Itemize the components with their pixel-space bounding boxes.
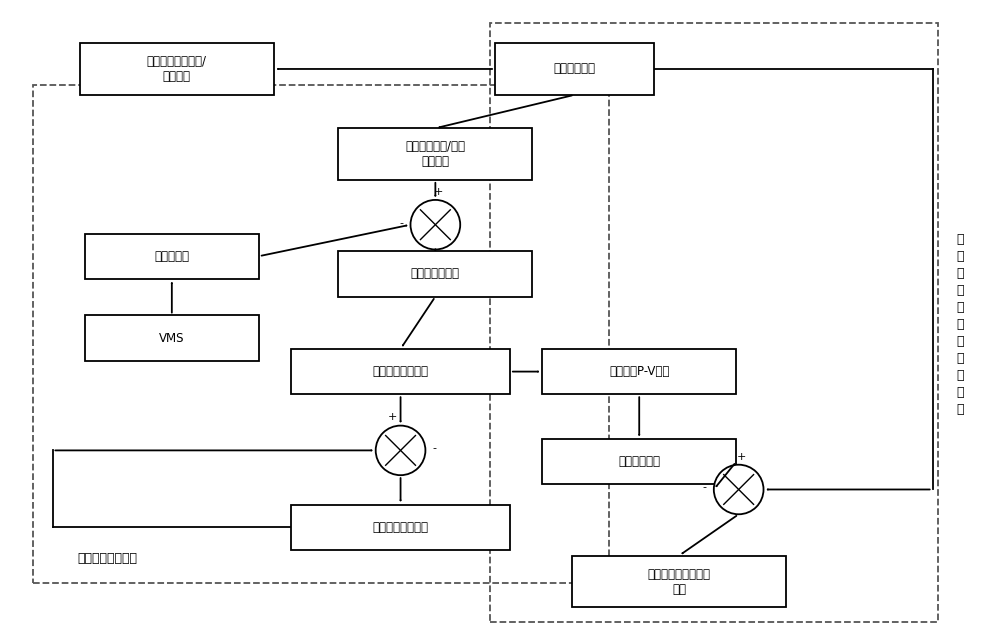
Text: 目标摩擦制动力: 目标摩擦制动力 bbox=[411, 267, 460, 280]
Bar bbox=[542, 349, 736, 394]
Text: 再生制动力: 再生制动力 bbox=[154, 250, 189, 263]
Bar bbox=[542, 439, 736, 485]
Bar bbox=[338, 251, 532, 296]
Text: 制动主缸位移: 制动主缸位移 bbox=[618, 455, 660, 468]
Text: VMS: VMS bbox=[159, 332, 185, 345]
Text: 踏板力模拟电机目标
位移: 踏板力模拟电机目标 位移 bbox=[648, 567, 711, 595]
Ellipse shape bbox=[714, 465, 764, 515]
Text: 目标制动主缸推力: 目标制动主缸推力 bbox=[373, 365, 429, 378]
Text: +: + bbox=[737, 452, 746, 462]
Text: -: - bbox=[432, 443, 436, 453]
Bar bbox=[80, 43, 274, 95]
Text: 制动电机目标推力: 制动电机目标推力 bbox=[373, 521, 429, 534]
Bar bbox=[490, 23, 938, 622]
Bar bbox=[291, 349, 510, 394]
Bar bbox=[495, 43, 654, 95]
Bar bbox=[572, 556, 786, 607]
Text: 踏
板
力
模
拟
电
机
控
制
逻
辑: 踏 板 力 模 拟 电 机 控 制 逻 辑 bbox=[957, 233, 964, 416]
Ellipse shape bbox=[376, 425, 425, 475]
Bar bbox=[85, 315, 259, 361]
Text: 制动踏板位移/目标
制动力图: 制动踏板位移/目标 制动力图 bbox=[405, 140, 465, 168]
Text: 制动踏板位移: 制动踏板位移 bbox=[554, 62, 596, 76]
Bar bbox=[291, 504, 510, 550]
Text: 制动电机控制逻辑: 制动电机控制逻辑 bbox=[77, 552, 137, 565]
Text: 理想制动踏板位移/
踏板力图: 理想制动踏板位移/ 踏板力图 bbox=[147, 55, 207, 83]
Bar bbox=[33, 85, 609, 583]
Text: 制动系统P-V特性: 制动系统P-V特性 bbox=[609, 365, 669, 378]
Text: -: - bbox=[400, 218, 404, 228]
Text: +: + bbox=[434, 187, 443, 197]
Text: +: + bbox=[388, 413, 397, 422]
Text: -: - bbox=[703, 483, 707, 493]
Bar bbox=[338, 128, 532, 180]
Ellipse shape bbox=[411, 200, 460, 249]
Bar bbox=[85, 233, 259, 279]
